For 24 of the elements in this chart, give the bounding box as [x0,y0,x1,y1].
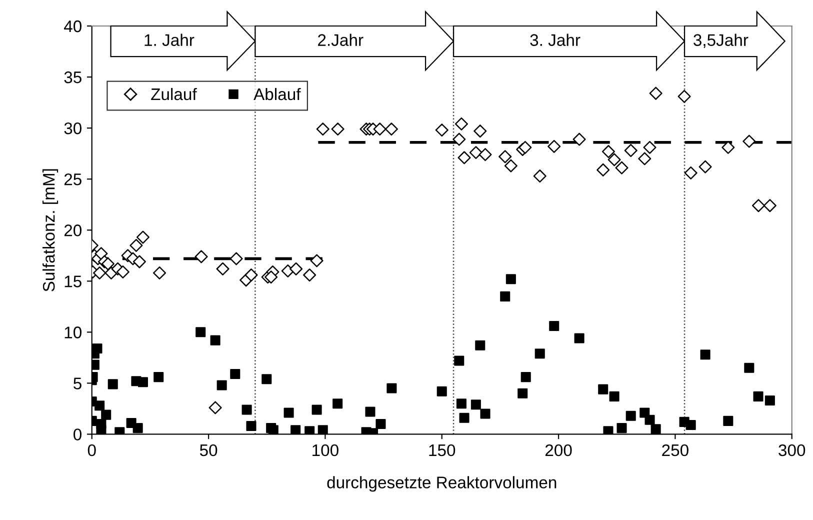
y-tick-label: 30 [64,122,82,134]
y-tick-label: 15 [64,276,82,288]
annotation: 3,5Jahr [694,34,748,48]
y-tick-label: 35 [64,71,82,84]
y-tick-label: 40 [64,20,82,32]
x-tick-label: 300 [778,444,806,456]
x-tick-label: 100 [312,444,338,456]
x-tick-label: 200 [545,444,572,456]
y-tick-label: 10 [64,326,82,338]
annotation: 1. Jahr [144,34,194,46]
legend-label: Zulauf [151,88,197,100]
y-tick-label: 0 [74,428,82,440]
legend-label: Ablauf [254,88,301,100]
y-tick-label: 25 [64,173,82,186]
x-tick-label: 50 [200,444,218,456]
annotation: 3. Jahr [530,34,580,46]
y-tick-label: 20 [64,224,82,236]
x-tick-label: 150 [429,444,456,456]
x-axis-title: durchgesetzte Reaktorvolumen [327,476,556,492]
x-tick-label: 0 [88,444,96,456]
x-tick-label: 250 [662,444,688,456]
annotation: 2.Jahr [318,34,364,46]
y-tick-label: 5 [74,378,82,390]
y-axis-title: Sulfatkonz. [mM] [42,169,58,292]
